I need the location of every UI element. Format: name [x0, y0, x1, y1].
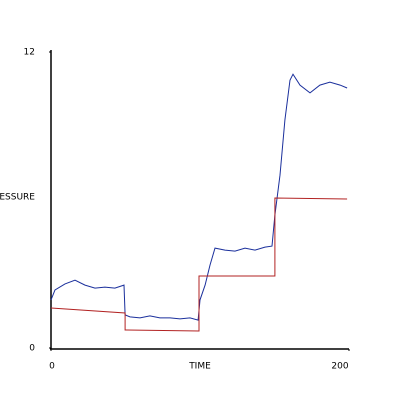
- x-tick-label: 0: [49, 362, 55, 372]
- x-tick-label: 200: [331, 362, 348, 372]
- x-axis-label: TIME: [188, 362, 211, 372]
- y-axis-label: PRESSURE: [0, 193, 35, 203]
- y-tick-label: 12: [24, 48, 35, 58]
- series-line: [50, 73, 348, 321]
- y-tick-label: 0: [29, 344, 35, 354]
- series-line: [50, 197, 348, 332]
